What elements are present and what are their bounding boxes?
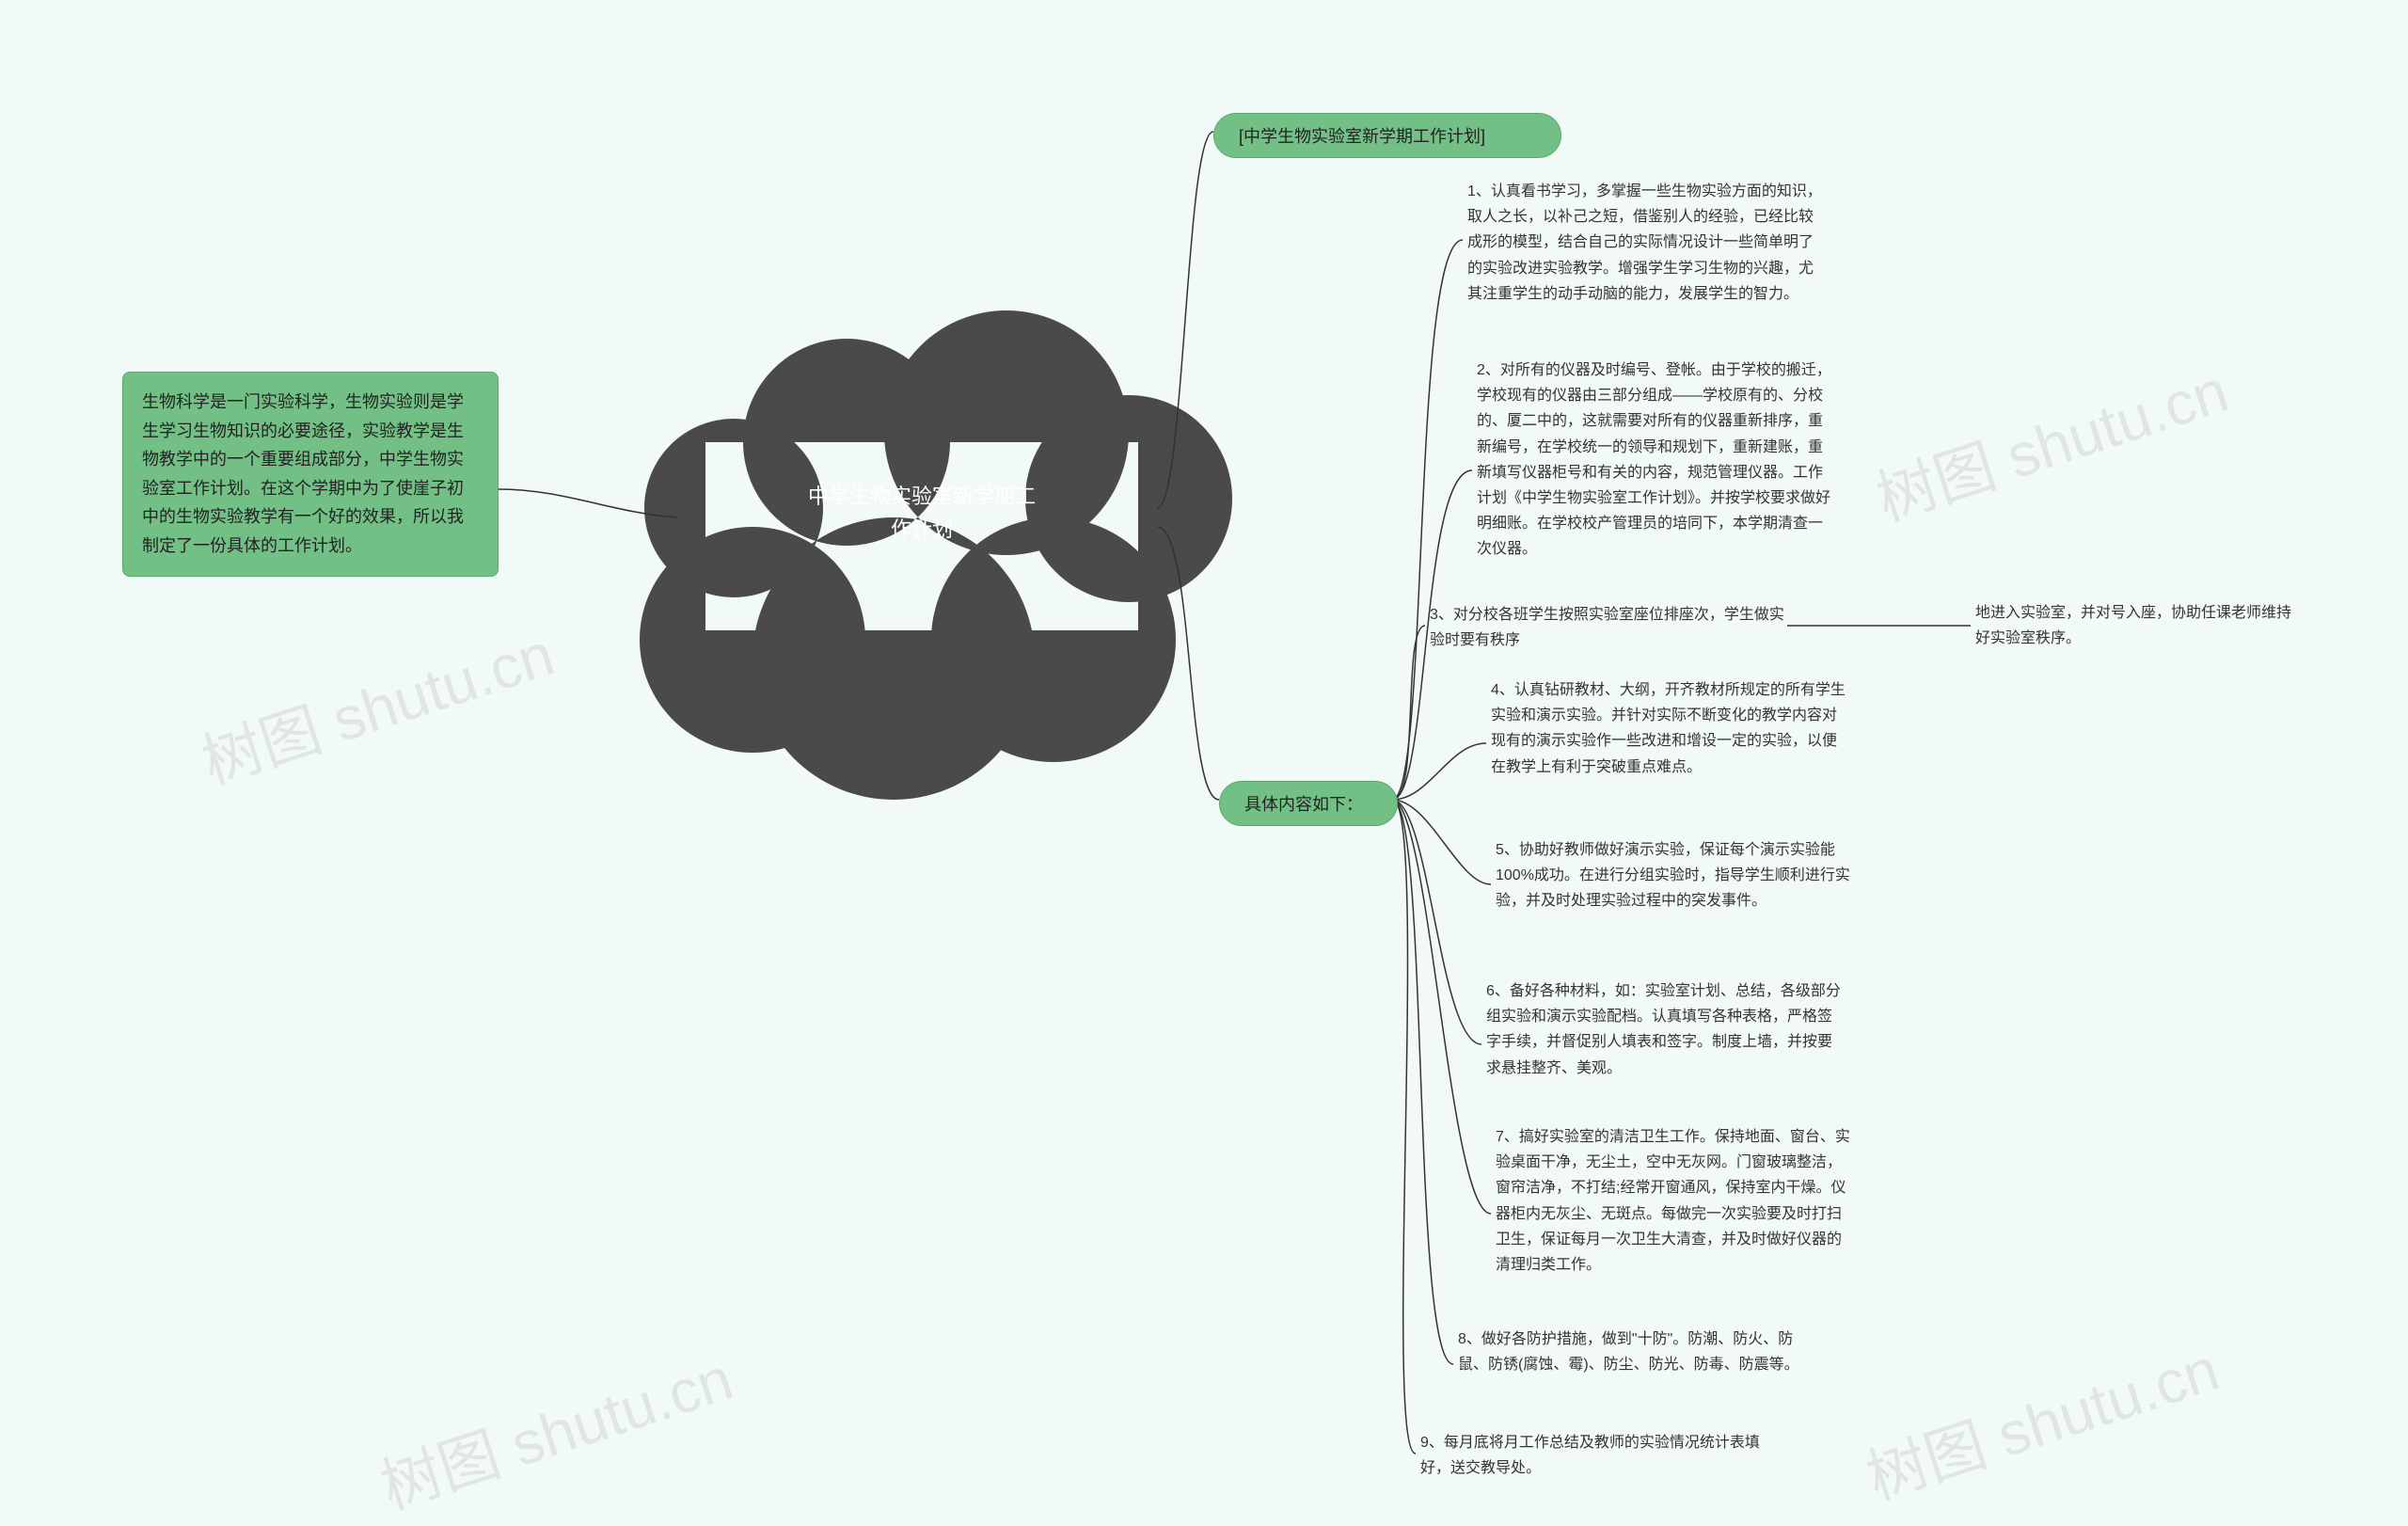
root-title: 中学生物实验室新学期工 作计划 — [771, 480, 1072, 546]
detail-pill-text: 具体内容如下： — [1244, 795, 1363, 814]
root-title-line1: 中学生物实验室新学期工 — [808, 485, 1036, 508]
list-item: 7、搞好实验室的清洁卫生工作。保持地面、窗台、实验桌面干净，无尘土，空中无灰网。… — [1496, 1124, 1853, 1278]
intro-text: 生物科学是一门实验科学，生物实验则是学生学习生物知识的必要途径，实验教学是生物教… — [142, 392, 464, 555]
list-item: 3、对分校各班学生按照实验室座位排座次，学生做实验时要有秩序 — [1430, 602, 1787, 653]
edge — [1392, 800, 1453, 1364]
detail-pill: 具体内容如下： — [1219, 781, 1398, 826]
intro-box: 生物科学是一门实验科学，生物实验则是学生学习生物知识的必要途径，实验教学是生物教… — [122, 372, 499, 577]
root-title-line2: 作计划 — [891, 517, 953, 541]
title-pill-text: [中学生物实验室新学期工作计划] — [1239, 127, 1485, 146]
title-pill: [中学生物实验室新学期工作计划] — [1213, 113, 1561, 158]
list-item: 4、认真钻研教材、大纲，开齐教材所规定的所有学生实验和演示实验。并针对实际不断变… — [1491, 677, 1848, 780]
list-item: 1、认真看书学习，多掌握一些生物实验方面的知识，取人之长，以补己之短，借鉴别人的… — [1467, 179, 1825, 307]
list-item: 6、备好各种材料，如：实验室计划、总结，各级部分组实验和演示实验配档。认真填写各… — [1486, 978, 1844, 1081]
list-item: 8、做好各防护措施，做到"十防"。防潮、防火、防鼠、防锈(腐蚀、霉)、防尘、防光… — [1458, 1327, 1815, 1377]
item-3-cont-text: 地进入实验室，并对号入座，协助任课老师维持好实验室秩序。 — [1975, 605, 2291, 646]
list-item: 5、协助好教师做好演示实验，保证每个演示实验能100%成功。在进行分组实验时，指… — [1496, 837, 1853, 914]
edge — [1392, 240, 1463, 800]
root-cloud-shape — [640, 310, 1232, 800]
list-item: 9、每月底将月工作总结及教师的实验情况统计表填好，送交教导处。 — [1420, 1430, 1778, 1481]
item-3-continuation: 地进入实验室，并对号入座，协助任课老师维持好实验室秩序。 — [1975, 600, 2305, 651]
list-item: 2、对所有的仪器及时编号、登帐。由于学校的搬迁，学校现有的仪器由三部分组成——学… — [1477, 358, 1834, 563]
edges-layer — [0, 0, 2408, 1505]
